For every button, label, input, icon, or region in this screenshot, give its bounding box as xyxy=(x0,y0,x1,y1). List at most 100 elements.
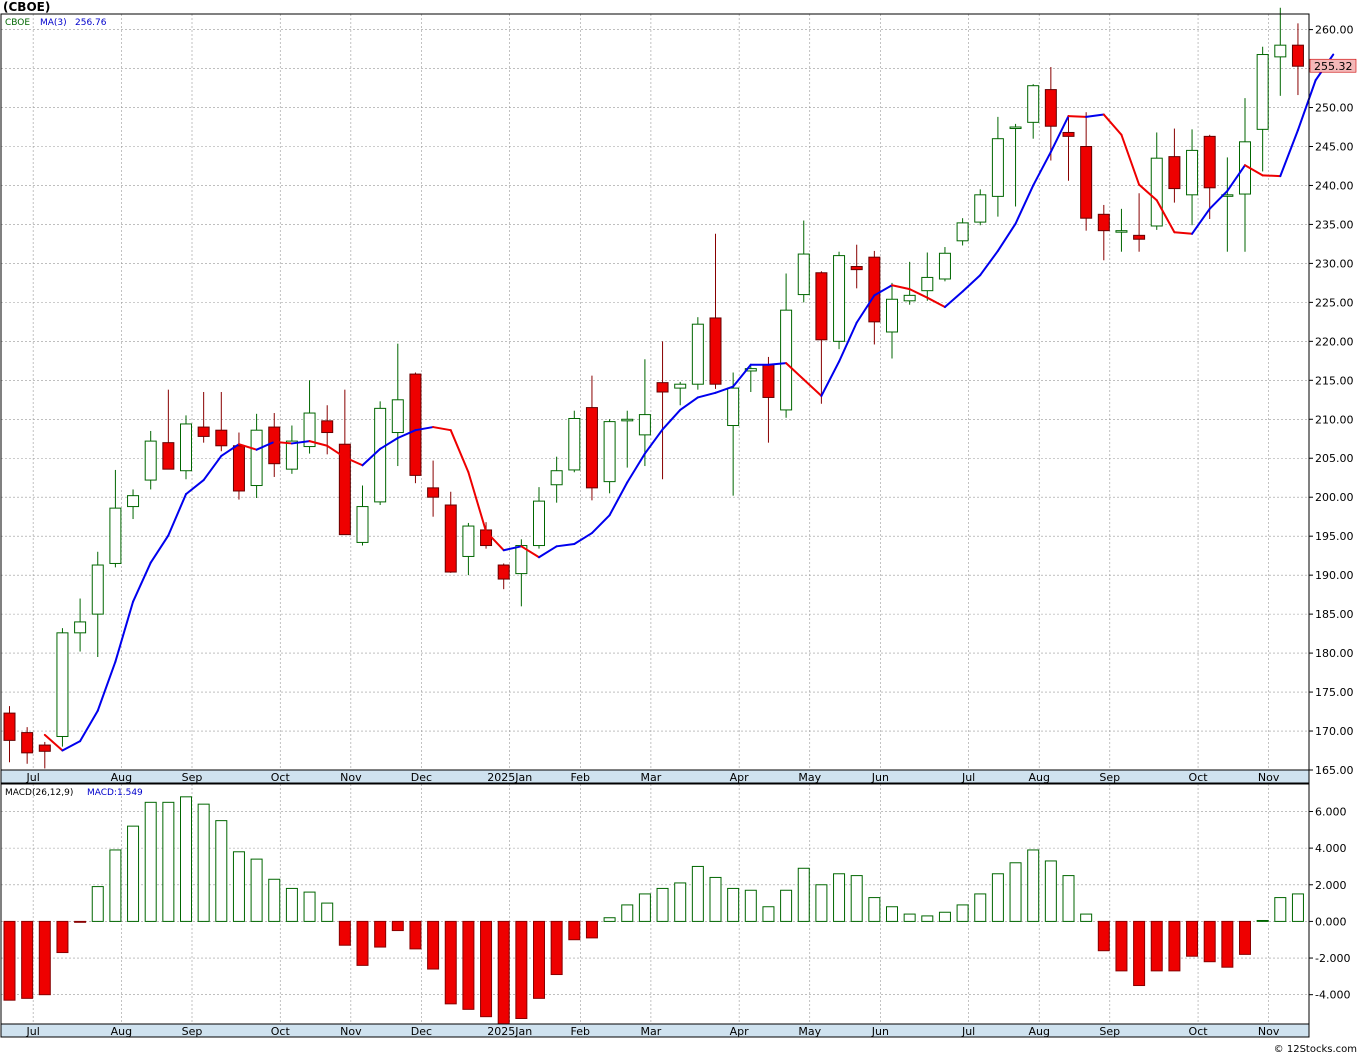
moving-average-line xyxy=(43,53,1335,752)
candle-body xyxy=(921,276,934,292)
ma-segment xyxy=(396,429,417,439)
ma-segment xyxy=(485,530,505,552)
candle-body xyxy=(1115,230,1128,233)
ma-segment xyxy=(608,481,629,517)
price-tick-label: 190.00 xyxy=(1315,569,1354,582)
candle-body xyxy=(1027,85,1040,123)
macd-bar-negative xyxy=(1203,920,1216,963)
price-tick-label: 225.00 xyxy=(1315,296,1354,309)
candle-down xyxy=(850,244,863,289)
candle-up xyxy=(550,456,563,503)
candle-up xyxy=(391,343,404,467)
ma-segment xyxy=(1014,184,1035,225)
candle-body xyxy=(127,495,140,508)
candle-body xyxy=(709,317,722,385)
candle-body xyxy=(197,426,210,437)
candle-up xyxy=(180,415,192,480)
price-tick-label: 240.00 xyxy=(1315,179,1354,192)
candle-body xyxy=(974,194,987,223)
candle-up xyxy=(56,628,69,747)
macd-bar-negative xyxy=(21,920,34,999)
candle-body xyxy=(56,632,69,737)
candle-up xyxy=(533,487,545,549)
macd-bar-negative xyxy=(1186,920,1199,957)
candle-up xyxy=(356,485,369,546)
watermark: © 12Stocks.com xyxy=(1274,1044,1357,1055)
macd-tick-label: -2.000 xyxy=(1315,952,1350,965)
candle-up xyxy=(886,282,898,359)
candle-body xyxy=(762,364,775,398)
ma-segment xyxy=(1173,231,1194,235)
price-x-label: Feb xyxy=(571,771,590,784)
macd-bar-positive xyxy=(656,887,669,922)
last-price-label: 255.32 xyxy=(1314,60,1353,73)
price-x-axis-band xyxy=(0,769,1310,784)
candle-up xyxy=(956,218,969,246)
ma-segment xyxy=(290,440,311,445)
macd-bar-negative xyxy=(497,920,510,1027)
candle-up xyxy=(674,381,687,406)
candle-down xyxy=(444,491,457,573)
price-x-label: Jun xyxy=(871,771,889,784)
candle-up xyxy=(727,372,740,496)
macd-tick-label: 2.000 xyxy=(1315,879,1347,892)
macd-bar-negative xyxy=(462,920,475,1010)
ma-segment xyxy=(1155,199,1176,234)
candle-body xyxy=(285,440,298,470)
candle-down xyxy=(3,706,16,763)
candle-down xyxy=(1062,115,1075,181)
candle-up xyxy=(285,425,298,474)
macd-bar-negative xyxy=(356,920,369,966)
price-x-label: Sep xyxy=(1099,771,1120,784)
chart-title: (CBOE) xyxy=(3,0,50,14)
candle-up xyxy=(621,410,634,468)
candle-up xyxy=(1256,46,1269,172)
candle-down xyxy=(427,460,440,517)
ma-segment xyxy=(1067,115,1088,118)
macd-bar-positive xyxy=(127,825,140,922)
macd-tick-label: 0.000 xyxy=(1315,915,1347,928)
ma-segment xyxy=(820,360,841,397)
candle-body xyxy=(938,252,951,280)
candle-body xyxy=(850,266,863,271)
macd-bar-positive xyxy=(321,902,334,922)
ma-segment xyxy=(643,428,664,455)
ma-segment xyxy=(732,363,752,388)
ma-segment xyxy=(961,274,982,293)
ma-segment xyxy=(379,436,399,450)
macd-legend-label: MACD(26,12,9) xyxy=(5,788,73,798)
candle-down xyxy=(709,233,722,389)
macd-bar-positive xyxy=(1274,897,1287,922)
candle-body xyxy=(550,470,563,486)
candle-up xyxy=(568,410,581,473)
macd-bar-positive xyxy=(1080,913,1093,922)
macd-bar-positive xyxy=(91,886,104,922)
price-tick-label: 245.00 xyxy=(1315,140,1354,153)
candle-body xyxy=(444,504,457,573)
macd-bar-positive xyxy=(921,915,934,922)
price-x-label: Aug xyxy=(111,771,132,784)
candle-body xyxy=(568,417,581,471)
macd-x-axis-band xyxy=(0,1023,1310,1038)
macd-bar-positive xyxy=(974,893,987,922)
candle-body xyxy=(1080,145,1093,219)
price-y-axis: 165.00 170.00 175.00 180.00 185.00 190.00 195.… xyxy=(1309,24,1354,777)
macd-bar-positive xyxy=(780,889,793,922)
price-x-axis: Jul Aug Sep Oct Nov Dec 2025Jan Feb Mar Apr May Jun… xyxy=(26,771,1280,784)
ma-segment xyxy=(696,391,717,399)
candle-body xyxy=(1256,54,1269,130)
ma-segment xyxy=(467,471,488,533)
candle-down xyxy=(1044,66,1057,161)
macd-bar-negative xyxy=(550,920,563,976)
candle-down xyxy=(1203,134,1216,219)
candle-up xyxy=(74,598,87,652)
macd-bar-negative xyxy=(374,920,387,948)
candle-body xyxy=(691,323,704,385)
candle-body xyxy=(1097,213,1110,232)
candle-down xyxy=(21,727,34,764)
candle-body xyxy=(338,443,351,536)
ma-segment xyxy=(502,545,523,552)
candle-up xyxy=(691,317,704,390)
price-x-label: Mar xyxy=(641,771,662,784)
macd-bar-positive xyxy=(621,904,634,922)
